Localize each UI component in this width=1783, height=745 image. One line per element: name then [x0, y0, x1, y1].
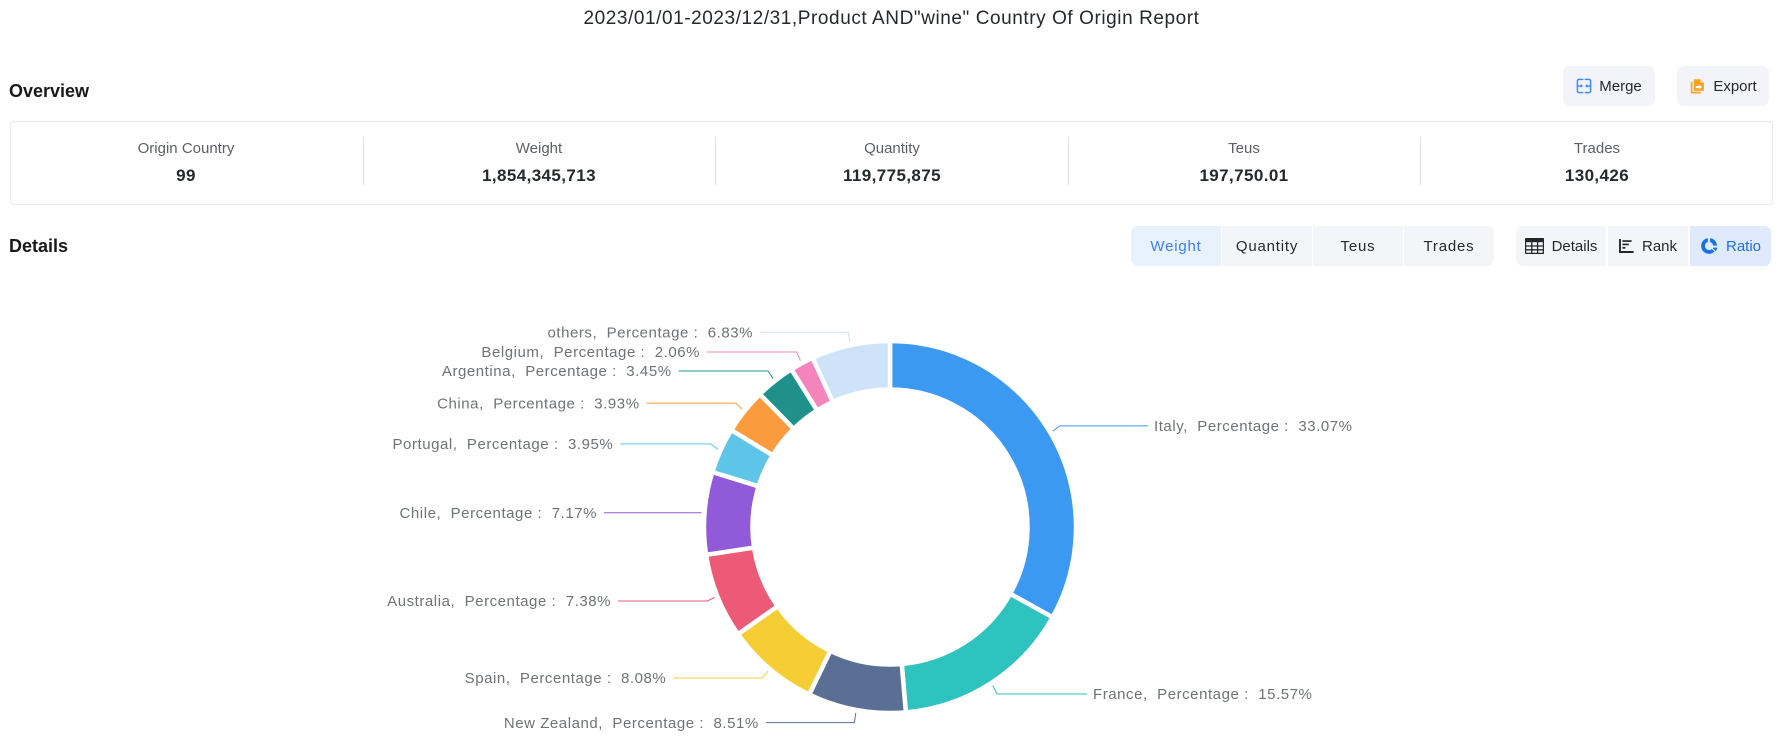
svg-text:Belgium, Percentage : 2.06%: Belgium, Percentage : 2.06% [481, 344, 700, 361]
svg-text:New Zealand, Percentage : 8.: New Zealand, Percentage : 8.51% [504, 715, 759, 732]
svg-text:Portugal, Percentage : 3.95%: Portugal, Percentage : 3.95% [393, 436, 614, 453]
svg-text:China, Percentage : 3.93%: China, Percentage : 3.93% [437, 395, 639, 412]
svg-text:Chile, Percentage : 7.17%: Chile, Percentage : 7.17% [400, 505, 597, 522]
svg-text:France, Percentage : 15.57%: France, Percentage : 15.57% [1093, 686, 1312, 703]
svg-text:Italy, Percentage : 33.07%: Italy, Percentage : 33.07% [1154, 418, 1353, 435]
svg-text:others, Percentage : 6.83%: others, Percentage : 6.83% [547, 324, 753, 341]
svg-text:Argentina, Percentage : 3.45: Argentina, Percentage : 3.45% [442, 363, 672, 380]
svg-text:Spain, Percentage : 8.08%: Spain, Percentage : 8.08% [465, 670, 667, 687]
svg-text:Australia, Percentage : 7.38: Australia, Percentage : 7.38% [387, 593, 611, 610]
